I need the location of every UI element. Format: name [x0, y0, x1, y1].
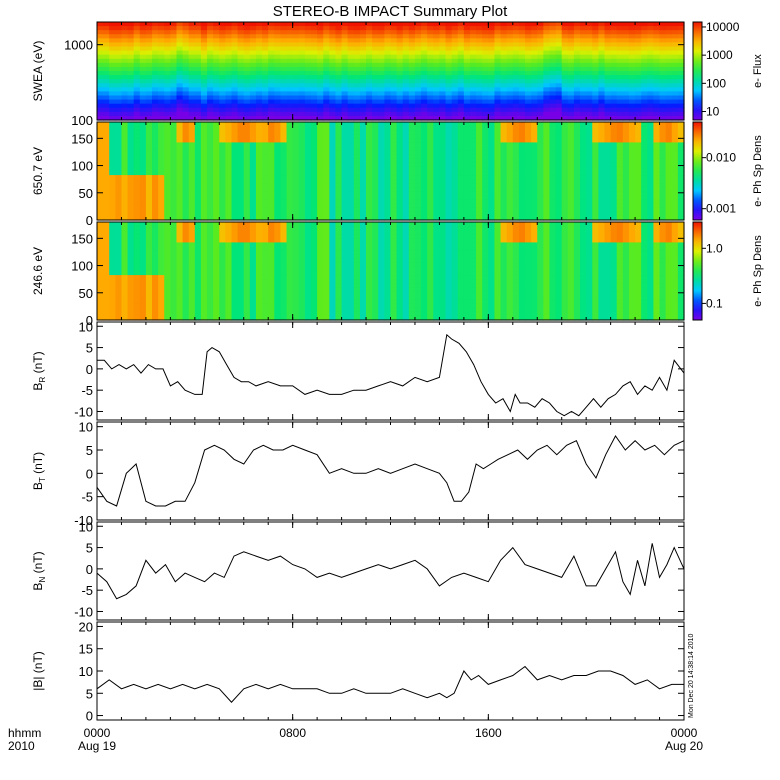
colorbar-label: e- Ph Sp Dens — [752, 235, 764, 307]
panel-br: 10 5 0 -5 -10 BR (nT) — [31, 319, 685, 421]
y-tick-label: 0 — [86, 709, 93, 724]
x-tick-sublabel: Aug 20 — [665, 739, 703, 753]
series-line — [96, 665, 684, 703]
year-label: 2010 — [8, 739, 35, 753]
y-tick-label: 100 — [71, 159, 93, 174]
colorbar-tick-label: 100 — [706, 76, 726, 90]
y-tick-label: -5 — [81, 583, 93, 598]
colorbar — [692, 21, 703, 121]
colorbar-tick-label: 0.010 — [706, 151, 736, 165]
y-axis-label: 650.7 eV — [31, 147, 45, 195]
y-tick-label: 100 — [71, 113, 93, 128]
heatmap-cells — [97, 22, 685, 121]
y-tick-label: 10 — [79, 664, 93, 679]
y-tick-label: 150 — [71, 231, 93, 246]
colorbar-tick-label: 10000 — [706, 20, 740, 34]
y-axis-label: 246.6 eV — [31, 247, 45, 295]
colorbar — [692, 121, 703, 221]
panel-frame — [96, 621, 685, 721]
colorbar-tick-label: 1.0 — [706, 241, 723, 255]
panel-frame — [96, 321, 685, 421]
x-tick-label: 0800 — [279, 726, 306, 740]
colorbar-tick-label: 1000 — [706, 48, 733, 62]
y-tick-label: -10 — [74, 604, 93, 619]
colorbar-tick-label: 0.1 — [706, 296, 723, 310]
y-tick-label: 1000 — [64, 38, 93, 53]
series-line — [97, 333, 685, 417]
generation-stamp: Mon Dec 20 14:38:14 2010 — [688, 633, 695, 718]
y-axis-label: SWEA (eV) — [31, 41, 45, 102]
y-tick-label: 10 — [79, 319, 93, 334]
x-tick-label: 0000 — [84, 726, 111, 740]
heatmap-cells — [97, 122, 685, 221]
y-axis-label: BT (nT) — [31, 452, 47, 490]
x-tick-sublabel: Aug 19 — [78, 739, 116, 753]
y-tick-label: 10 — [79, 420, 93, 435]
y-tick-label: 150 — [71, 131, 93, 146]
y-tick-label: -5 — [81, 383, 93, 398]
y-tick-label: 0 — [86, 562, 93, 577]
panel-pad650: 0.010 0.001 e- Ph Sp Dens 150 100 50 0 650.7 eV — [31, 121, 764, 228]
series-line — [96, 543, 685, 600]
y-tick-label: 5 — [86, 686, 93, 701]
y-axis-label: BR (nT) — [31, 351, 47, 390]
colorbar-tick-label: 10 — [706, 105, 720, 119]
y-tick-label: 100 — [71, 259, 93, 274]
colorbar-label: e- Flux — [752, 54, 764, 88]
y-tick-label: -10 — [74, 513, 93, 528]
y-tick-label: -5 — [81, 490, 93, 505]
y-axis-label: BN (nT) — [31, 551, 47, 590]
y-tick-label: 20 — [79, 619, 93, 634]
colorbar — [692, 221, 703, 321]
y-tick-label: 5 — [86, 443, 93, 458]
y-tick-label: 0 — [86, 313, 93, 328]
panel-swea: 10000 1000 100 10 e- Flux 1000 100 SWEA (eV) — [31, 20, 764, 128]
y-tick-label: -10 — [74, 404, 93, 419]
y-tick-label: 0 — [86, 213, 93, 228]
y-tick-label: 50 — [79, 286, 93, 301]
time-unit-label: hhmm — [8, 726, 41, 740]
x-tick-label: 0000 — [671, 726, 698, 740]
panel-bt: 10 5 0 -5 -10 BT (nT) — [31, 420, 685, 528]
panel-bmag: 20 15 10 5 0 |B| (nT) — [31, 619, 685, 724]
x-tick-label: 1600 — [475, 726, 502, 740]
y-tick-label: 0 — [86, 466, 93, 481]
y-tick-label: 50 — [79, 186, 93, 201]
y-tick-label: 5 — [86, 541, 93, 556]
panel-bn: 10 5 0 -5 -10 BN (nT) — [31, 519, 685, 621]
panel-frame — [96, 521, 685, 621]
heatmap-cells — [97, 222, 685, 321]
y-tick-label: 15 — [79, 642, 93, 657]
panel-pad246: 1.0 0.1 e- Ph Sp Dens 150 100 50 0 246.6 eV — [31, 221, 764, 328]
y-tick-label: 10 — [79, 519, 93, 534]
panel-frame — [96, 421, 685, 521]
y-axis-label: |B| (nT) — [31, 651, 45, 691]
y-tick-label: 0 — [86, 362, 93, 377]
plot-title: STEREO-B IMPACT Summary Plot — [273, 3, 508, 20]
y-tick-label: 5 — [86, 341, 93, 356]
colorbar-label: e- Ph Sp Dens — [752, 135, 764, 207]
colorbar-tick-label: 0.001 — [706, 202, 736, 216]
series-line — [96, 435, 685, 507]
